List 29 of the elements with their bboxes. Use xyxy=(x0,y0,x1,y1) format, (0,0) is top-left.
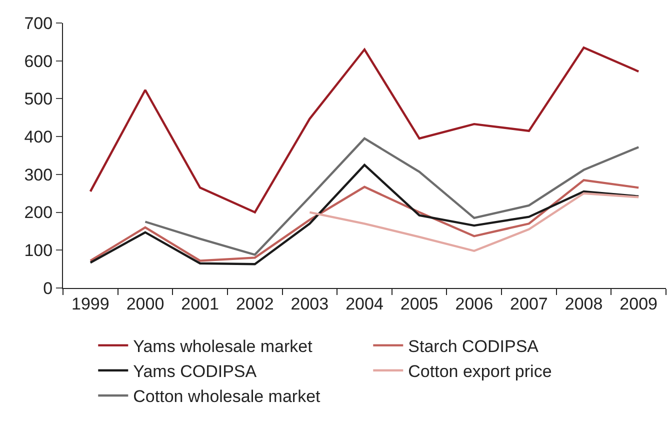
x-tick-label: 2001 xyxy=(181,294,219,314)
y-tick-label: 400 xyxy=(24,128,53,147)
line-series xyxy=(89,46,640,214)
x-tick-label: 2002 xyxy=(236,294,274,314)
line-series xyxy=(308,192,640,252)
legend-label: Starch CODIPSA xyxy=(408,336,540,356)
x-tick-label: 2007 xyxy=(510,294,548,314)
y-tick-label: 500 xyxy=(24,90,53,109)
x-tick-label: 2006 xyxy=(455,294,494,314)
y-tick-label: 300 xyxy=(24,165,53,184)
legend-label: Cotton export price xyxy=(408,362,552,382)
line-series xyxy=(89,164,640,266)
y-tick-label: 200 xyxy=(24,203,53,222)
y-tick-label: 600 xyxy=(24,52,53,71)
x-tick-label: 2000 xyxy=(126,294,164,314)
x-tick-label: 2008 xyxy=(564,294,603,314)
legend-label: Yams CODIPSA xyxy=(133,362,258,382)
y-tick-label: 700 xyxy=(24,14,53,33)
line-series xyxy=(89,179,640,262)
y-tick-label: 0 xyxy=(43,278,53,298)
x-tick-label: 1999 xyxy=(71,294,110,314)
x-tick-label: 2009 xyxy=(620,294,658,314)
legend-label: Yams wholesale market xyxy=(133,336,313,356)
x-tick-label: 2005 xyxy=(400,294,438,314)
x-tick-label: 2003 xyxy=(290,294,329,314)
y-tick-label: 100 xyxy=(24,241,53,260)
x-tick-label: 2004 xyxy=(346,294,384,314)
legend-label: Cotton wholesale market xyxy=(133,387,321,406)
line-series xyxy=(144,137,640,256)
